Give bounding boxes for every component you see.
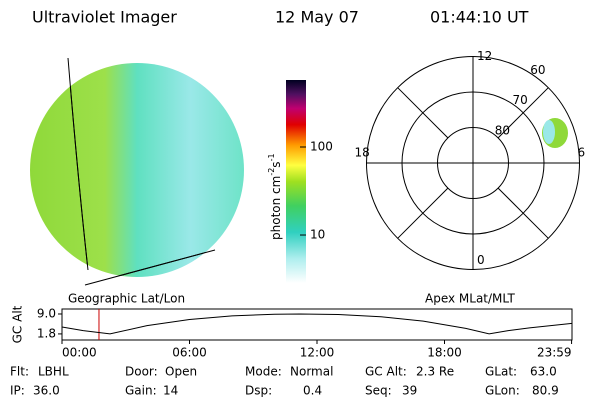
info-value: 2.3 Re: [416, 365, 454, 379]
info-label: GLat:: [485, 365, 517, 379]
info-label: IP:: [10, 384, 25, 398]
image-label: Apex MLat/MLT: [425, 292, 515, 306]
altitude-line: [61, 313, 573, 335]
colorbar-tick-label: 100: [310, 139, 333, 153]
label-part: s: [269, 161, 283, 167]
earth-image: [30, 57, 244, 286]
info-value: 14: [163, 384, 178, 398]
info-label: Seq:: [365, 384, 392, 398]
mlt-label: 12: [477, 49, 492, 63]
label-part: -1: [267, 153, 276, 161]
colorbar: [286, 80, 306, 283]
x-tick-label: 18:00: [427, 346, 462, 360]
mlt-spoke: [497, 187, 549, 239]
info-value: 63.0: [530, 365, 557, 379]
info-value: 80.9: [532, 384, 559, 398]
info-label: Flt:: [10, 365, 29, 379]
time: 01:44:10 UT: [430, 8, 529, 27]
colorbar-tick-label: 10: [310, 228, 325, 242]
x-tick-label: 23:59: [537, 346, 572, 360]
y-axis-label: GC Alt: [11, 305, 25, 343]
altitude-chart: GC Alt 9.0 1.8 00:00 06:00 12:00 18:00 23:59: [11, 305, 573, 360]
info-label: Dsp:: [245, 384, 272, 398]
meridian: [67, 57, 89, 271]
info-value: Normal: [290, 365, 333, 379]
info-label: Mode:: [245, 365, 282, 379]
polar-plot: 60 70 80 0 6 12 18: [355, 49, 586, 270]
mlt-spoke: [497, 87, 549, 139]
info-value: Open: [165, 365, 197, 379]
y-tick-label: 1.8: [37, 326, 56, 340]
colorbar-label: photon cm-2s-1: [267, 153, 283, 240]
x-tick-label: 12:00: [300, 346, 335, 360]
info-label: GLon:: [485, 384, 520, 398]
info-label: Gain:: [125, 384, 157, 398]
date: 12 May 07: [275, 8, 359, 27]
lat-label: 70: [513, 93, 528, 107]
label-part: photon cm: [269, 176, 283, 240]
info-value: 39: [402, 384, 417, 398]
x-tick-label: 00:00: [62, 346, 97, 360]
earth-disk: [30, 63, 244, 277]
colorbar-label-text: photon cm-2s-1: [267, 153, 283, 240]
lat-label: 80: [495, 123, 510, 137]
info-value: 36.0: [33, 384, 60, 398]
info-label: Door:: [125, 365, 158, 379]
title: Ultraviolet Imager: [32, 8, 177, 27]
lat-label: 60: [530, 63, 545, 77]
info-panel: Flt: LBHL Door: Open Mode: Normal GC Alt: 2.3 R…: [10, 365, 559, 398]
plot-frame: [61, 308, 573, 341]
mlt-spoke: [397, 187, 449, 239]
image-label: Geographic Lat/Lon: [68, 292, 185, 306]
mlt-label: 18: [355, 146, 370, 160]
label-part: -2: [267, 168, 276, 176]
info-value: LBHL: [38, 365, 69, 379]
aurora: [543, 120, 555, 144]
mlt-label: 0: [477, 253, 485, 267]
mlt-label: 6: [578, 146, 586, 160]
y-tick-label: 9.0: [37, 306, 56, 320]
parallel: [84, 249, 216, 286]
info-label: GC Alt:: [365, 365, 407, 379]
mlt-spoke: [397, 87, 449, 139]
info-value: 0.4: [303, 384, 322, 398]
x-tick-label: 06:00: [172, 346, 207, 360]
